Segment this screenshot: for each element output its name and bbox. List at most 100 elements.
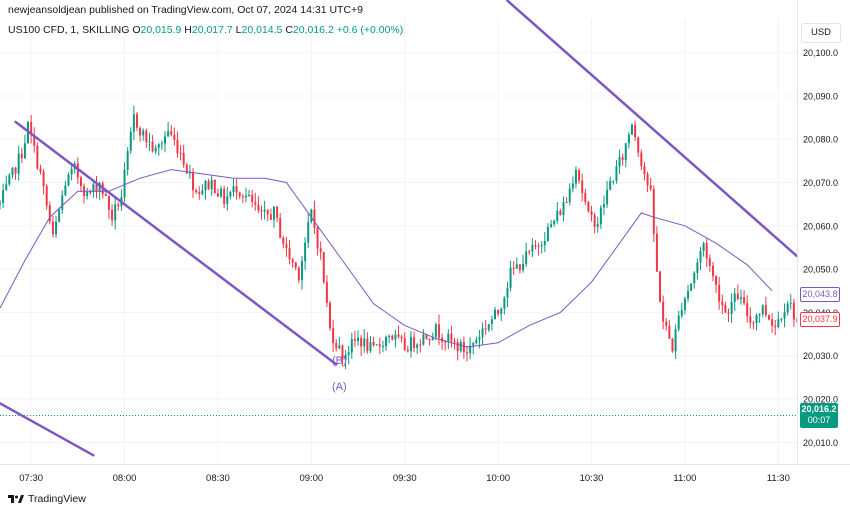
candle-up	[677, 315, 680, 330]
candle-up	[17, 153, 20, 174]
candle-down	[462, 341, 465, 353]
candle-up	[702, 243, 705, 251]
candle-up	[210, 179, 213, 190]
price-tick-label: 20,030.0	[803, 351, 838, 361]
candle-down	[279, 217, 282, 238]
candle-up	[680, 310, 683, 316]
candle-up	[459, 341, 462, 352]
candle-up	[699, 250, 702, 263]
candle-up	[272, 206, 275, 220]
candle-down	[313, 209, 316, 228]
trend-line	[14, 120, 338, 366]
candle-down	[291, 259, 294, 263]
candle-up	[509, 267, 512, 288]
candle-up	[369, 341, 372, 352]
candle-down	[534, 245, 537, 247]
candle-up	[624, 143, 627, 160]
ma-price-tag: 20,043.8	[800, 287, 840, 302]
candle-down	[111, 209, 114, 221]
candle-down	[151, 141, 154, 152]
candle-down	[721, 301, 724, 306]
candle-down	[79, 177, 82, 187]
change-value: +0.6 (+0.00%)	[336, 24, 404, 36]
candle-down	[254, 202, 257, 205]
candle-up	[11, 167, 14, 176]
candle-down	[400, 336, 403, 339]
candle-up	[5, 184, 8, 191]
candle-up	[562, 202, 565, 215]
open-value: 20,015.9	[140, 24, 182, 36]
candle-up	[630, 124, 633, 135]
candle-down	[465, 352, 468, 354]
candle-up	[568, 188, 571, 203]
candle-down	[450, 333, 453, 342]
candle-down	[288, 247, 291, 260]
candle-up	[23, 143, 26, 159]
trend-lines	[0, 0, 799, 457]
candle-up	[612, 180, 615, 182]
candle-down	[413, 337, 416, 348]
price-tick-label: 20,050.0	[803, 265, 838, 275]
candle-up	[350, 338, 353, 353]
candle-down	[207, 181, 210, 190]
candle-up	[61, 195, 64, 210]
footer-brand[interactable]: TradingView	[8, 493, 86, 505]
candle-up	[86, 191, 89, 196]
candle-up	[431, 336, 434, 341]
symbol-name[interactable]: US100 CFD, 1, SKILLING	[8, 24, 130, 36]
candle-up	[123, 169, 126, 197]
currency-button[interactable]: USD	[801, 23, 841, 43]
candle-up	[690, 283, 693, 291]
candle-down	[767, 315, 770, 320]
wave-label-a: (A)	[332, 381, 347, 393]
candle-down	[621, 157, 624, 160]
candle-up	[602, 204, 605, 208]
candle-up	[525, 251, 528, 264]
candle-up	[126, 150, 129, 170]
candle-down	[45, 186, 48, 206]
candle-up	[2, 190, 5, 203]
candle-up	[148, 141, 151, 143]
moving-average	[0, 169, 773, 348]
price-tick-label: 20,060.0	[803, 221, 838, 231]
candle-up	[733, 293, 736, 302]
candle-down	[643, 166, 646, 175]
candle-up	[248, 194, 251, 196]
candle-down	[36, 145, 39, 169]
candle-up	[160, 143, 163, 145]
candle-down	[353, 338, 356, 341]
candle-down	[107, 196, 110, 210]
candle-down	[173, 134, 176, 140]
candle-down	[235, 186, 238, 193]
candle-up	[167, 131, 170, 137]
candle-up	[606, 189, 609, 205]
candle-up	[789, 302, 792, 304]
candle-down	[662, 301, 665, 322]
candle-down	[176, 139, 179, 154]
candle-down	[378, 344, 381, 347]
candle-down	[135, 114, 138, 128]
candle-up	[596, 224, 599, 227]
candle-up	[618, 157, 621, 167]
candle-up	[92, 184, 95, 193]
candle-up	[739, 297, 742, 300]
time-tick-label: 10:30	[580, 473, 604, 484]
candle-down	[727, 312, 730, 314]
candle-down	[332, 328, 335, 344]
candle-up	[609, 180, 612, 190]
candle-down	[578, 170, 581, 181]
candle-down	[792, 302, 795, 320]
current-price-tag: 20,016.2 00:07	[800, 403, 838, 428]
candle-down	[646, 174, 649, 186]
candle-down	[584, 192, 587, 202]
candle-up	[777, 319, 780, 328]
candle-up	[696, 262, 699, 274]
candle-up	[478, 337, 481, 340]
candle-up	[129, 131, 132, 151]
price-axis: 20,010.020,020.020,030.020,040.020,050.0…	[797, 0, 838, 464]
candle-down	[634, 124, 637, 138]
candle-down	[95, 184, 98, 192]
price-tick-label: 20,010.0	[803, 438, 838, 448]
candle-down	[581, 180, 584, 193]
